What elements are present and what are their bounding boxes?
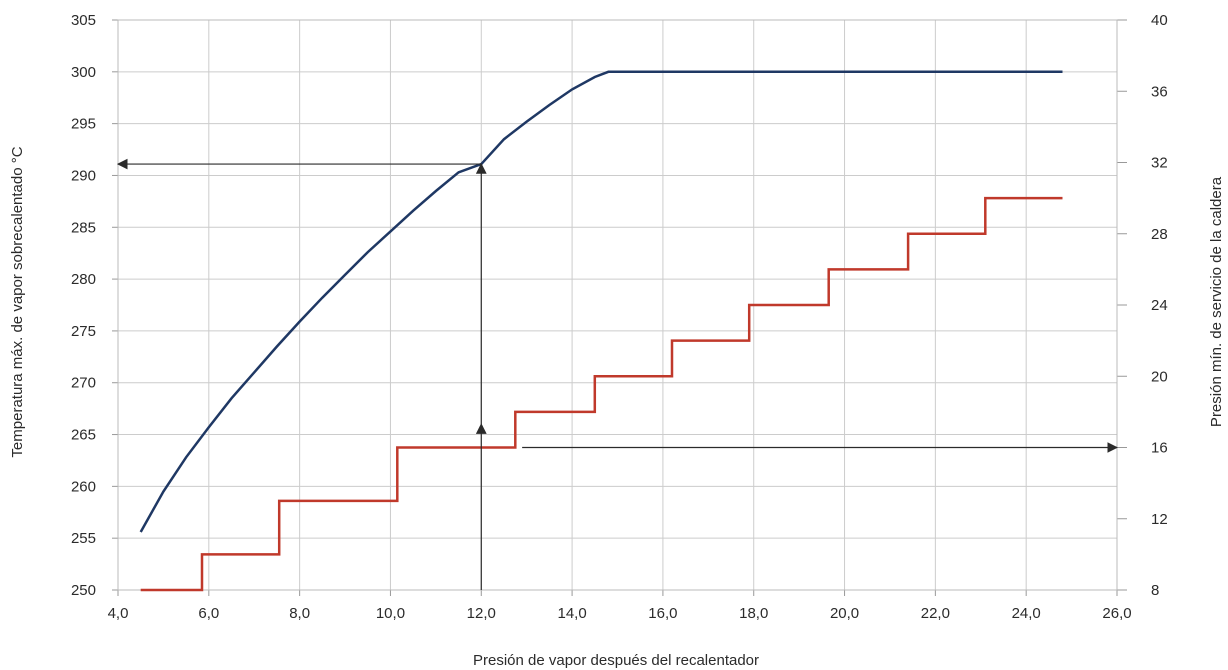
axes <box>112 19 1127 596</box>
x-axis-title: Presión de vapor después del recalentado… <box>473 652 759 669</box>
y-left-tick-label: 295 <box>71 116 96 133</box>
y-left-tick-label: 275 <box>71 323 96 340</box>
x-tick-label: 22,0 <box>921 605 950 622</box>
grid <box>117 19 1118 591</box>
x-tick-label: 10,0 <box>376 605 405 622</box>
y-axis-right-title: Presión mín. de servicio de la caldera <box>1208 176 1225 427</box>
y-left-tick-label: 270 <box>71 375 96 392</box>
y-right-tick-label: 32 <box>1151 155 1168 172</box>
x-tick-label: 14,0 <box>557 605 586 622</box>
y-left-tick-label: 250 <box>71 582 96 599</box>
y-right-tick-label: 36 <box>1151 83 1168 100</box>
y-right-tick-label: 40 <box>1151 12 1168 29</box>
y-left-tick-label: 280 <box>71 271 96 288</box>
y-right-tick-label: 24 <box>1151 297 1168 314</box>
annotations <box>116 158 1119 590</box>
x-tick-label: 16,0 <box>648 605 677 622</box>
x-tick-label: 8,0 <box>289 605 310 622</box>
plot-frame <box>117 19 1118 591</box>
x-tick-label: 4,0 <box>108 605 129 622</box>
tick-labels: 4,0 6,0 8,0 10,0 12,0 14,0 16,0 18,0 20,0 22,0 24,… <box>71 12 1168 622</box>
x-tick-label: 12,0 <box>467 605 496 622</box>
y-right-tick-label: 8 <box>1151 582 1159 599</box>
y-left-tick-label: 305 <box>71 12 96 29</box>
y-left-tick-label: 300 <box>71 64 96 81</box>
x-tick-label: 18,0 <box>739 605 768 622</box>
y-left-tick-label: 290 <box>71 167 96 184</box>
x-tick-label: 20,0 <box>830 605 859 622</box>
y-axis-left-title: Temperatura máx. de vapor sobrecalentado… <box>9 146 26 457</box>
y-right-tick-label: 16 <box>1151 440 1168 457</box>
x-tick-label: 6,0 <box>198 605 219 622</box>
boiler-pressure-step-line <box>140 196 1063 592</box>
y-left-tick-label: 285 <box>71 219 96 236</box>
series-group <box>139 70 1063 592</box>
y-right-tick-label: 20 <box>1151 368 1168 385</box>
y-left-tick-label: 260 <box>71 478 96 495</box>
y-left-tick-label: 265 <box>71 427 96 444</box>
y-right-tick-label: 12 <box>1151 511 1168 528</box>
max-temperature-curve <box>139 70 1063 533</box>
y-left-tick-label: 255 <box>71 530 96 547</box>
x-tick-label: 24,0 <box>1012 605 1041 622</box>
x-tick-label: 26,0 <box>1102 605 1131 622</box>
y-right-tick-label: 28 <box>1151 226 1168 243</box>
